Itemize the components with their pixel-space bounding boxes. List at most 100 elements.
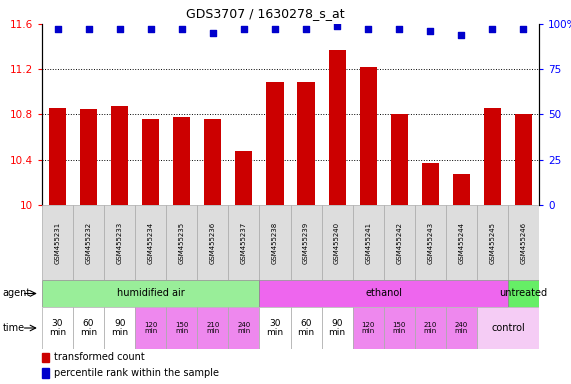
- Bar: [384, 307, 415, 349]
- Bar: [415, 307, 446, 349]
- Text: GSM455234: GSM455234: [148, 222, 154, 263]
- Bar: [80, 109, 97, 205]
- Point: [395, 26, 404, 32]
- Text: 210
min: 210 min: [206, 322, 219, 334]
- Text: 90
min: 90 min: [111, 319, 128, 338]
- Bar: [321, 205, 353, 280]
- Text: percentile rank within the sample: percentile rank within the sample: [54, 368, 219, 378]
- Bar: [111, 106, 128, 205]
- Text: GSM455240: GSM455240: [334, 222, 340, 263]
- Bar: [228, 205, 259, 280]
- Bar: [42, 280, 259, 307]
- Point: [271, 26, 280, 32]
- Text: transformed count: transformed count: [54, 353, 144, 362]
- Text: 240
min: 240 min: [238, 322, 251, 334]
- Bar: [477, 307, 539, 349]
- Bar: [391, 114, 408, 205]
- Point: [364, 26, 373, 32]
- Text: GSM455238: GSM455238: [272, 221, 278, 264]
- Bar: [515, 114, 532, 205]
- Bar: [104, 307, 135, 349]
- Text: humidified air: humidified air: [117, 288, 184, 298]
- Bar: [259, 205, 291, 280]
- Bar: [73, 205, 104, 280]
- Point: [84, 26, 93, 32]
- Bar: [104, 205, 135, 280]
- Bar: [477, 205, 508, 280]
- Text: GSM455233: GSM455233: [116, 221, 123, 264]
- Bar: [446, 307, 477, 349]
- Text: untreated: untreated: [500, 288, 548, 298]
- Text: 120
min: 120 min: [144, 322, 158, 334]
- Bar: [173, 117, 190, 205]
- Bar: [508, 280, 539, 307]
- Text: 30
min: 30 min: [49, 319, 66, 338]
- Bar: [446, 205, 477, 280]
- Bar: [328, 50, 345, 205]
- Point: [301, 26, 311, 32]
- Point: [177, 26, 186, 32]
- Bar: [259, 280, 508, 307]
- Bar: [42, 205, 73, 280]
- Bar: [73, 307, 104, 349]
- Text: 210
min: 210 min: [424, 322, 437, 334]
- Text: 240
min: 240 min: [455, 322, 468, 334]
- Bar: [49, 108, 66, 205]
- Text: 60
min: 60 min: [297, 319, 315, 338]
- Text: GSM455241: GSM455241: [365, 222, 371, 263]
- Bar: [259, 307, 291, 349]
- Bar: [198, 205, 228, 280]
- Point: [426, 28, 435, 34]
- Text: 120
min: 120 min: [361, 322, 375, 334]
- Bar: [353, 205, 384, 280]
- Text: 150
min: 150 min: [392, 322, 406, 334]
- Text: GSM455243: GSM455243: [427, 222, 433, 263]
- Point: [239, 26, 248, 32]
- Text: GSM455235: GSM455235: [179, 222, 185, 263]
- Point: [146, 26, 155, 32]
- Text: GSM455246: GSM455246: [521, 222, 526, 263]
- Text: time: time: [2, 323, 25, 333]
- Point: [488, 26, 497, 32]
- Text: GSM455237: GSM455237: [241, 221, 247, 264]
- Bar: [321, 307, 353, 349]
- Text: GSM455231: GSM455231: [55, 221, 61, 264]
- Bar: [198, 307, 228, 349]
- Bar: [42, 307, 73, 349]
- Text: GSM455242: GSM455242: [396, 222, 402, 263]
- Text: GSM455236: GSM455236: [210, 221, 216, 264]
- Bar: [267, 81, 284, 205]
- Bar: [135, 307, 166, 349]
- Point: [115, 26, 124, 32]
- Bar: [415, 205, 446, 280]
- Point: [53, 26, 62, 32]
- Text: 150
min: 150 min: [175, 322, 188, 334]
- Text: 30
min: 30 min: [267, 319, 284, 338]
- Bar: [235, 151, 252, 205]
- Text: 90
min: 90 min: [328, 319, 345, 338]
- Text: GDS3707 / 1630278_s_at: GDS3707 / 1630278_s_at: [186, 8, 345, 20]
- Bar: [508, 205, 539, 280]
- Point: [457, 31, 466, 38]
- Text: ethanol: ethanol: [365, 288, 402, 298]
- Point: [332, 23, 341, 29]
- Bar: [422, 163, 439, 205]
- Text: GSM455244: GSM455244: [459, 222, 464, 263]
- Bar: [484, 108, 501, 205]
- Bar: [297, 81, 315, 205]
- Bar: [135, 205, 166, 280]
- Bar: [228, 307, 259, 349]
- Bar: [166, 205, 198, 280]
- Bar: [166, 307, 198, 349]
- Bar: [204, 119, 222, 205]
- Text: agent: agent: [2, 288, 30, 298]
- Text: control: control: [491, 323, 525, 333]
- Text: GSM455232: GSM455232: [86, 222, 91, 263]
- Point: [208, 30, 218, 36]
- Bar: [384, 205, 415, 280]
- Bar: [353, 307, 384, 349]
- Text: GSM455239: GSM455239: [303, 221, 309, 264]
- Point: [519, 26, 528, 32]
- Bar: [360, 67, 377, 205]
- Text: 60
min: 60 min: [80, 319, 97, 338]
